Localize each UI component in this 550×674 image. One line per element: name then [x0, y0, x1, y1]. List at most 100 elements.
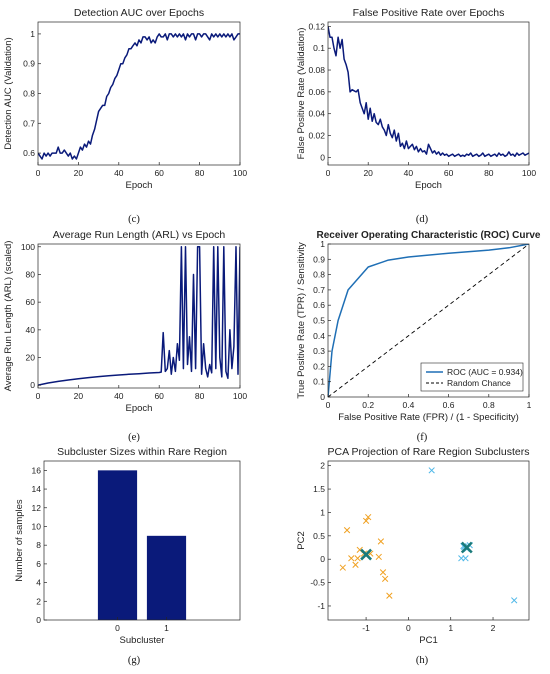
y-tick-label: 0.9 [23, 59, 35, 69]
bar-0 [97, 470, 138, 620]
x-tick-label: 0 [326, 400, 331, 410]
axes-box [37, 243, 241, 389]
axes-box [327, 21, 530, 166]
x-tick-label: 0.2 [362, 400, 374, 410]
y-axis-label: Number of samples [14, 499, 25, 582]
x-tick-label: 80 [484, 168, 494, 178]
y-tick-label: 0.6 [313, 300, 325, 310]
scatter-point [343, 527, 351, 534]
y-axis-label: True Positive Rate (TPR) / Sensitivity [296, 242, 307, 399]
y-tick-label: 0.5 [313, 316, 325, 326]
y-axis-label: Average Run Length (ARL) (scaled) [3, 241, 14, 392]
x-tick-label: 1 [164, 623, 169, 633]
bar-1 [146, 535, 187, 620]
y-tick-label: 0.7 [313, 285, 325, 295]
y-tick-label: 0.8 [313, 270, 325, 280]
y-tick-label: 0.04 [308, 109, 325, 119]
chart-title: False Positive Rate over Epochs [353, 7, 505, 19]
panel-caption: (g) [128, 655, 141, 666]
series-line-0 [328, 26, 529, 158]
y-tick-label: 12 [32, 503, 42, 513]
x-tick-label: 0.4 [402, 400, 414, 410]
y-tick-label: 60 [26, 297, 36, 307]
y-tick-label: 0.8 [23, 89, 35, 99]
scatter-point [375, 553, 382, 561]
y-tick-label: 4 [36, 578, 41, 588]
y-axis-label: PC2 [296, 531, 307, 549]
legend-box [420, 362, 524, 392]
y-tick-label: 14 [32, 484, 42, 494]
x-tick-label: 1 [448, 623, 453, 633]
scatter-point [462, 555, 469, 562]
y-tick-label: 40 [26, 325, 36, 335]
scatter-point [362, 517, 370, 525]
x-tick-label: 40 [114, 168, 124, 178]
y-tick-label: 0.9 [313, 254, 325, 264]
x-tick-label: 1 [527, 400, 532, 410]
axes-box [43, 460, 241, 621]
x-axis-label: Subcluster [120, 635, 165, 646]
scatter-point [354, 555, 361, 562]
x-tick-label: 100 [522, 168, 536, 178]
chart-panel-3: 0 0.2 0.4 0.6 0.8 1 0 0.1 0.2 0.3 0.4 0.5 0.6 0.7 0.8 0… [296, 230, 541, 443]
x-axis-label: Epoch [126, 403, 153, 414]
x-tick-label: 60 [154, 391, 164, 401]
y-tick-label: 0.1 [313, 377, 325, 387]
chart-title: Subcluster Sizes within Rare Region [57, 446, 227, 458]
y-axis-label: False Positive Rate (Validation) [296, 28, 307, 160]
plot-data [97, 470, 187, 620]
x-tick-label: 60 [444, 168, 454, 178]
axes-box [37, 21, 241, 166]
x-tick-label: 40 [114, 391, 124, 401]
y-tick-label: 0.2 [313, 361, 325, 371]
legend-label-0: ROC (AUC = 0.934) [447, 367, 523, 377]
plot-data [38, 246, 240, 386]
series-line-0 [38, 246, 240, 386]
x-tick-label: 0.6 [443, 400, 455, 410]
y-tick-label: 1.5 [313, 484, 325, 494]
plot-data [38, 33, 240, 160]
y-tick-label: 2 [320, 461, 325, 471]
x-tick-label: 100 [233, 391, 247, 401]
x-tick-label: 80 [195, 168, 205, 178]
chart-title: PCA Projection of Rare Region Subcluster… [328, 446, 530, 458]
y-tick-label: -1 [317, 601, 325, 611]
y-tick-label: 0.08 [308, 65, 325, 75]
centroid-marker [360, 548, 373, 561]
scatter-point [352, 561, 359, 568]
plot-data [328, 26, 529, 158]
y-tick-label: 0 [320, 152, 325, 162]
axes-box [327, 460, 530, 621]
y-tick-label: 100 [21, 242, 35, 252]
x-tick-label: 2 [491, 623, 496, 633]
y-tick-label: 1 [320, 507, 325, 517]
panel-caption: (h) [416, 655, 429, 666]
y-tick-label: 0.6 [23, 148, 35, 158]
x-axis-label: Epoch [415, 180, 442, 191]
y-tick-label: 1 [320, 239, 325, 249]
y-tick-label: 0 [30, 380, 35, 390]
x-tick-label: 60 [154, 168, 164, 178]
panel-caption: (f) [417, 432, 428, 443]
chart-title: Average Run Length (ARL) vs Epoch [53, 229, 226, 241]
panel-caption: (c) [128, 214, 140, 225]
y-tick-label: 6 [36, 559, 41, 569]
panel-caption: (e) [128, 432, 140, 443]
y-tick-label: 0 [36, 615, 41, 625]
panel-caption: (d) [416, 214, 429, 225]
y-tick-label: 0 [320, 392, 325, 402]
scatter-point [339, 564, 346, 571]
x-tick-label: 0 [326, 168, 331, 178]
chart-panel-1: 0 20 40 60 80 10000.020.040.060.080.10.12Fals… [296, 7, 536, 225]
plot-data [339, 467, 518, 604]
legend: ROC (AUC = 0.934)Random Chance [420, 362, 524, 392]
x-tick-label: 0.8 [483, 400, 495, 410]
x-tick-label: 40 [404, 168, 414, 178]
y-tick-label: 80 [26, 269, 36, 279]
x-tick-label: 0 [36, 168, 41, 178]
chart-panel-0: 0 20 40 60 80 100 0.6 0.7 0.8 0.9 1 Detection AUC o… [3, 7, 247, 225]
x-tick-label: 20 [74, 168, 84, 178]
scatter-point [377, 538, 385, 545]
chart-panel-2: 0 20 40 60 80 100 0 20 40 60 80 100 Average Run Leng… [3, 229, 247, 443]
